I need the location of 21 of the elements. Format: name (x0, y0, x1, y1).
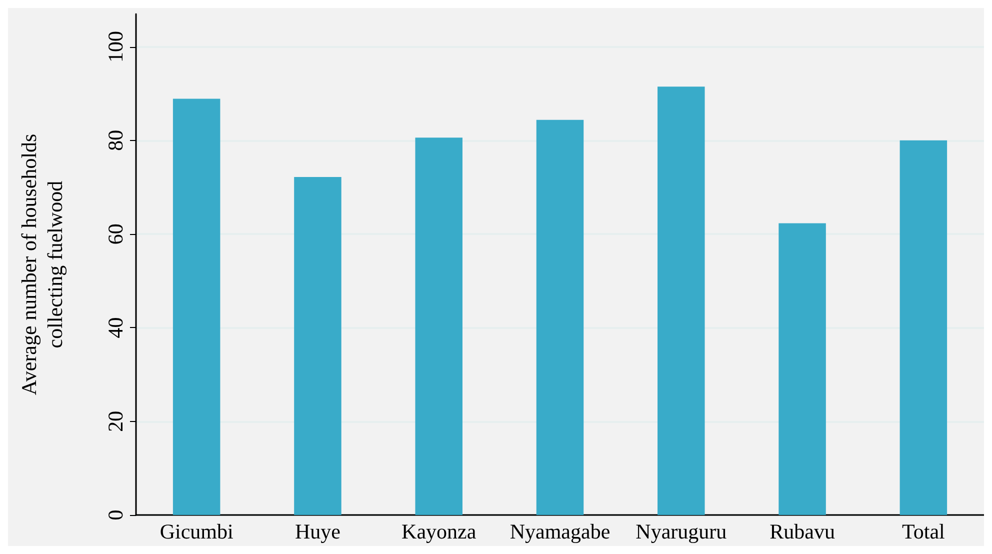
x-tick-label: Nyaruguru (636, 520, 728, 544)
y-tick-label: 100 (104, 31, 128, 63)
y-tick-label: 80 (104, 130, 128, 151)
x-tick-label: Total (902, 520, 946, 544)
y-tick-label: 40 (104, 317, 128, 338)
x-tick-label: Nyamagabe (510, 520, 610, 544)
x-tick-label: Kayonza (402, 520, 477, 544)
bar (900, 140, 948, 515)
y-tick-label: 0 (104, 510, 128, 520)
y-tick-label: 20 (104, 410, 128, 432)
bar (536, 120, 584, 515)
x-tick-label: Rubavu (770, 520, 836, 544)
y-axis-title: Average number of households collecting fuelwood (17, 134, 67, 396)
bar (294, 176, 342, 515)
x-tick-label: Gicumbi (160, 520, 234, 544)
bar (658, 86, 705, 515)
bar (778, 223, 826, 515)
y-tick-label: 60 (104, 224, 128, 245)
bar (415, 138, 462, 515)
bar (172, 98, 220, 515)
x-tick-label: Huye (294, 520, 340, 544)
